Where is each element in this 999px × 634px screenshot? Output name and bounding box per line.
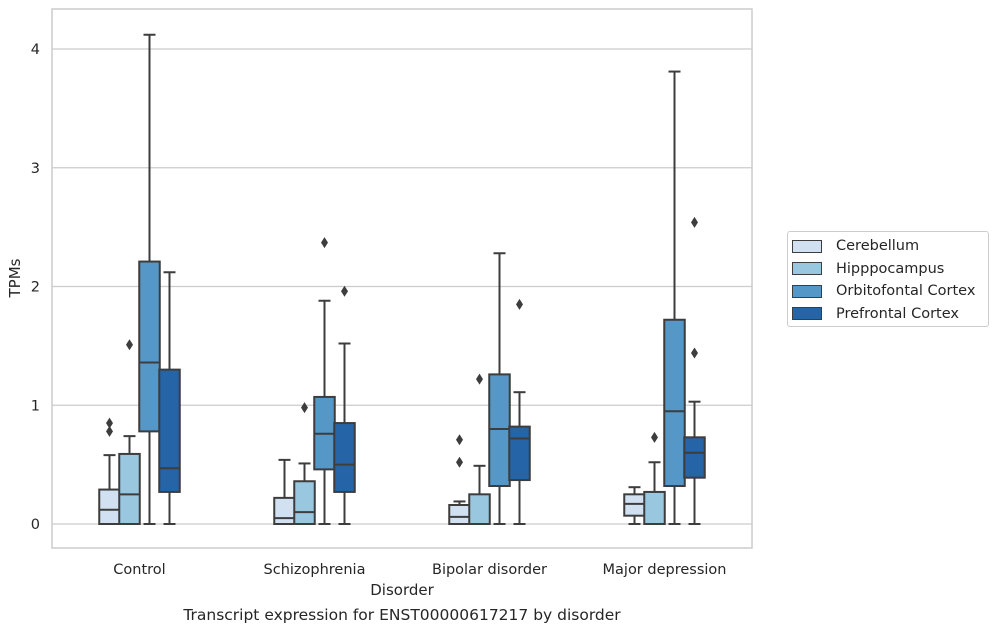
legend-swatch-hipppocampus [792,262,822,276]
legend: Cerebellum Hipppocampus Orbitofontal Cor… [787,231,989,327]
legend-swatch-cerebellum [792,239,822,253]
box-2-2 [488,252,511,525]
y-tick-label-2: 2 [31,280,40,296]
legend-item-prefrontal-cortex: Prefrontal Cortex [792,303,988,326]
legend-swatch-orbitofontal-cortex [792,284,822,298]
y-tick-label-0: 0 [31,517,40,533]
x-tick-label-1: Schizophrenia [264,562,366,578]
box-rect [118,452,141,525]
x-tick-label-2: Bipolar disorder [432,562,547,578]
box-rect [508,425,531,482]
outlier-0 [651,431,658,443]
box-0-2 [448,434,471,525]
legend-item-hipppocampus: Hipppocampus [792,258,988,281]
legend-label-cerebellum: Cerebellum [836,238,920,255]
outlier-1 [691,216,698,228]
outlier-0 [341,285,348,297]
box-2-3 [663,70,686,525]
y-axis-label: TPMs [6,258,24,298]
box-rect [138,260,161,433]
figure-caption: Transcript expression for ENST0000061721… [183,606,621,624]
box-rect [333,422,356,493]
legend-swatch-prefrontal-cortex [792,307,822,321]
box-rect [663,318,686,487]
outlier-1 [106,417,113,429]
legend-item-orbitofontal-cortex: Orbitofontal Cortex [792,280,988,303]
x-tick-label-3: Major depression [603,562,727,578]
box-3-3 [683,216,706,525]
outlier-0 [516,298,523,310]
box-rect [448,504,471,525]
box-series [98,33,706,525]
outlier-0 [321,237,328,249]
outlier-0 [126,339,133,351]
legend-item-cerebellum: Cerebellum [792,235,988,258]
y-tick-labels: 0 1 2 3 4 [31,42,40,533]
outlier-0 [106,425,113,437]
box-3-0 [158,271,181,525]
box-rect [293,480,316,525]
box-1-2 [468,373,491,525]
y-tick-label-1: 1 [31,398,40,414]
legend-label-orbitofontal-cortex: Orbitofontal Cortex [836,283,976,300]
box-rect [468,493,491,525]
box-3-1 [333,285,356,525]
box-rect [488,373,511,487]
box-rect [623,493,646,517]
outlier-0 [456,456,463,468]
x-tick-label-0: Control [113,562,165,578]
x-axis-label: Disorder [370,581,434,599]
box-0-1 [273,458,296,525]
y-tick-label-4: 4 [31,42,40,58]
outlier-0 [301,402,308,414]
box-rect [643,490,666,525]
outlier-1 [456,434,463,446]
box-rect [683,436,706,479]
box-3-2 [508,298,531,525]
y-tick-label-3: 3 [31,161,40,177]
legend-label-prefrontal-cortex: Prefrontal Cortex [836,305,959,322]
box-0-3 [623,486,646,525]
box-1-3 [643,431,666,525]
box-1-1 [293,402,316,525]
x-tick-labels: Control Schizophrenia Bipolar disorder Majo… [113,562,726,578]
outlier-0 [476,373,483,385]
box-2-0 [138,33,161,525]
box-rect [273,496,296,525]
box-rect [158,368,181,493]
outlier-0 [691,347,698,359]
box-rect [98,488,121,525]
legend-label-hipppocampus: Hipppocampus [836,260,945,277]
box-1-0 [118,339,141,525]
